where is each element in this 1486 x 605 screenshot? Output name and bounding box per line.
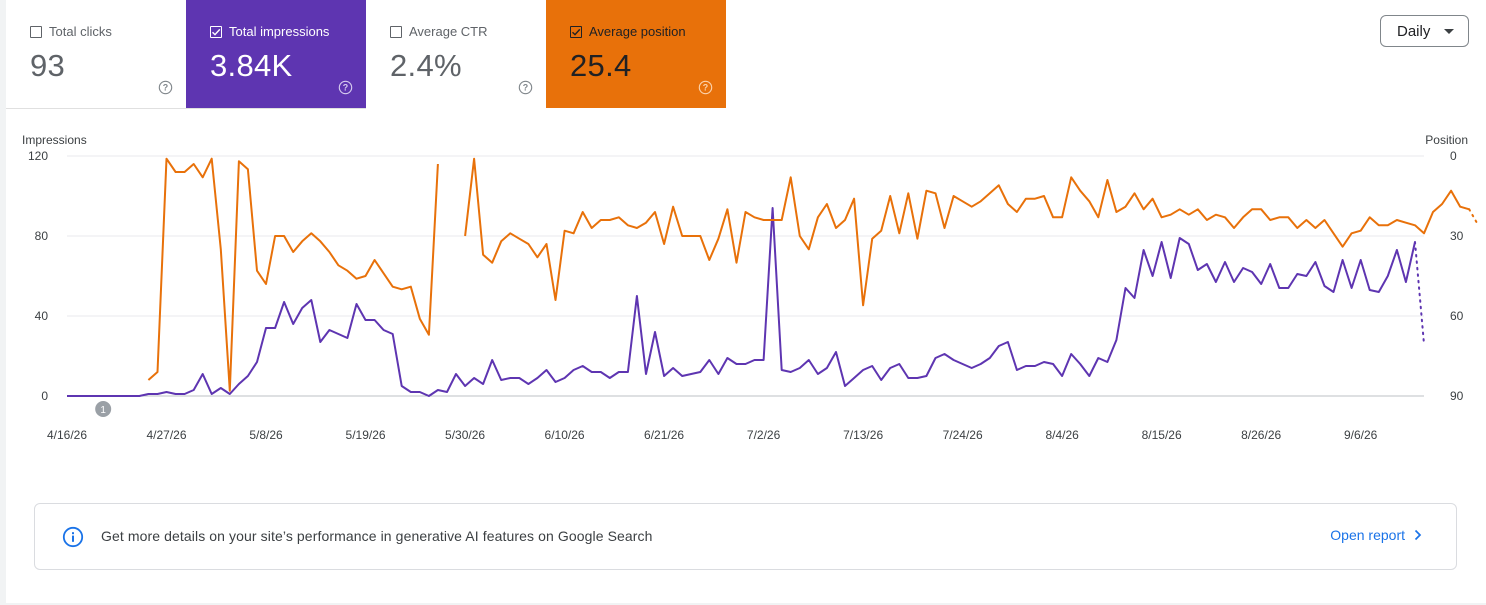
x-tick-label: 9/6/26 [1344, 428, 1378, 442]
left-tick-label: 40 [35, 309, 49, 323]
x-axis-ticks: 4/16/26 4/27/26 5/8/26 5/19/26 5/30/26 6/10/2… [47, 428, 1378, 442]
performance-chart: Impressions Position 120 80 40 0 0 30 60 90 4/… [22, 133, 1480, 442]
left-axis-ticks: 120 80 40 0 [28, 149, 48, 403]
open-report-link[interactable]: Open report [1330, 527, 1422, 543]
svg-text:?: ? [163, 83, 168, 93]
chart-grid [67, 155, 1424, 397]
x-tick-label: 5/8/26 [249, 428, 283, 442]
x-tick-label: 6/21/26 [644, 428, 684, 442]
x-tick-label: 8/4/26 [1045, 428, 1079, 442]
series-line-partial [1468, 208, 1480, 227]
x-tick-label: 7/13/26 [843, 428, 883, 442]
metric-value: 93 [30, 48, 66, 83]
caret-down-icon [1444, 29, 1454, 34]
svg-text:?: ? [703, 83, 708, 93]
checkbox-checked-icon[interactable] [570, 26, 582, 38]
metric-header: Average CTR [390, 24, 488, 40]
period-select[interactable]: Daily [1380, 15, 1469, 47]
right-tick-label: 0 [1450, 149, 1457, 163]
help-icon[interactable]: ? [698, 80, 713, 95]
right-axis-ticks: 0 30 60 90 [1450, 149, 1464, 403]
svg-text:?: ? [523, 83, 528, 93]
metric-label: Total impressions [229, 24, 330, 39]
metric-total-impressions[interactable]: Total impressions 3.84K ? [186, 0, 366, 108]
info-icon [62, 526, 84, 548]
series-line-partial [1414, 241, 1425, 345]
right-tick-label: 60 [1450, 309, 1464, 323]
annotation-layer[interactable]: 1 [95, 401, 112, 417]
checkbox-checked-icon[interactable] [210, 26, 222, 38]
x-tick-label: 8/26/26 [1241, 428, 1281, 442]
checkbox-unchecked-icon[interactable] [30, 26, 42, 38]
x-tick-label: 5/30/26 [445, 428, 485, 442]
x-tick-label: 4/16/26 [47, 428, 87, 442]
period-select-value: Daily [1397, 22, 1431, 40]
ai-features-banner: Get more details on your site’s performa… [34, 503, 1457, 570]
x-tick-label: 4/27/26 [146, 428, 186, 442]
right-axis-title: Position [1425, 133, 1468, 147]
series-line [464, 157, 1470, 307]
banner-text: Get more details on your site’s performa… [101, 528, 653, 544]
right-tick-label: 90 [1450, 389, 1464, 403]
series-line [147, 157, 439, 392]
svg-text:?: ? [343, 83, 348, 93]
performance-card: Total clicks 93 ? Total impressions 3.84… [6, 0, 1486, 603]
right-tick-label: 30 [1450, 229, 1464, 243]
help-icon[interactable]: ? [338, 80, 353, 95]
left-tick-label: 80 [35, 229, 49, 243]
metric-value: 2.4% [390, 48, 462, 83]
help-icon[interactable]: ? [518, 80, 533, 95]
metric-header: Total impressions [210, 24, 329, 40]
metric-label: Average CTR [409, 24, 488, 39]
metric-header: Total clicks [30, 24, 112, 40]
metric-total-clicks[interactable]: Total clicks 93 ? [6, 0, 186, 108]
x-tick-label: 8/15/26 [1142, 428, 1182, 442]
series-layer [67, 157, 1480, 397]
left-tick-label: 0 [41, 389, 48, 403]
chevron-right-icon [1414, 529, 1422, 541]
metric-divider [6, 108, 366, 109]
x-tick-label: 7/24/26 [943, 428, 983, 442]
metric-value: 25.4 [570, 48, 632, 83]
metric-average-position[interactable]: Average position 25.4 ? [546, 0, 726, 108]
x-tick-label: 6/10/26 [545, 428, 585, 442]
series-line [67, 207, 1416, 397]
metric-label: Total clicks [49, 24, 112, 39]
metric-value: 3.84K [210, 48, 293, 83]
x-tick-label: 7/2/26 [747, 428, 781, 442]
checkbox-unchecked-icon[interactable] [390, 26, 402, 38]
left-tick-label: 120 [28, 149, 48, 163]
open-report-label: Open report [1330, 527, 1405, 543]
left-axis-title: Impressions [22, 133, 87, 147]
annotation-marker[interactable] [95, 401, 112, 417]
metric-label: Average position [589, 24, 686, 39]
metric-header: Average position [570, 24, 686, 40]
help-icon[interactable]: ? [158, 80, 173, 95]
metric-average-ctr[interactable]: Average CTR 2.4% ? [366, 0, 546, 108]
x-tick-label: 5/19/26 [346, 428, 386, 442]
annotation-label: 1 [100, 405, 106, 416]
